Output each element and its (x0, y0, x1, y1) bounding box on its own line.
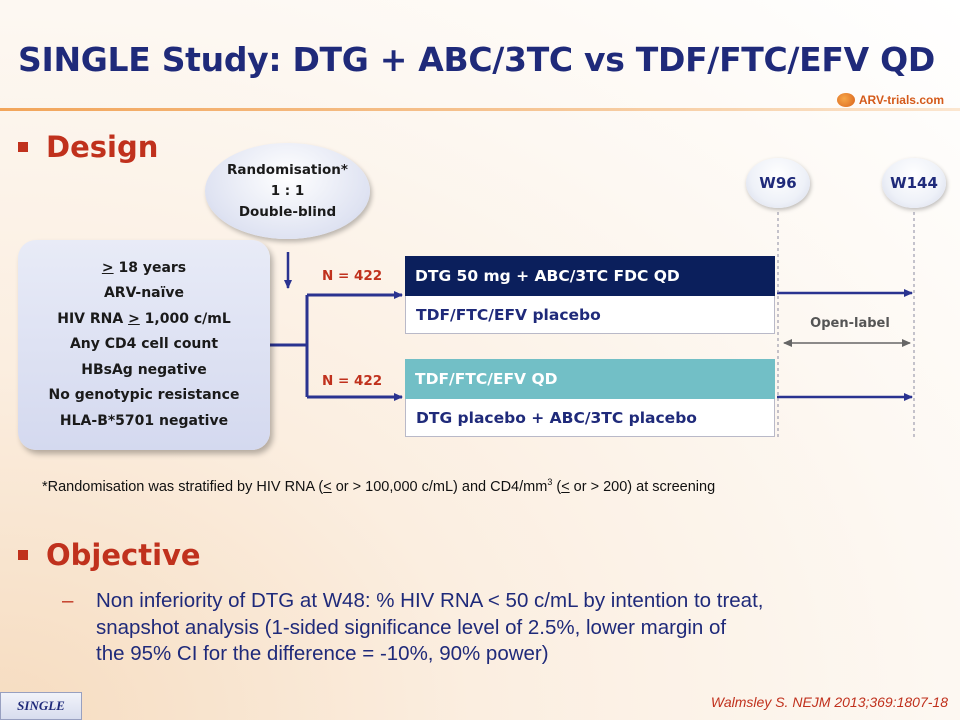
arm2-box: TDF/FTC/EFV QD DTG placebo + ABC/3TC pla… (405, 359, 775, 437)
inclusion-criteria-box: > 18 years ARV-naïve HIV RNA > 1,000 c/m… (18, 240, 270, 450)
criterion-age: > 18 years (101, 259, 187, 276)
randomisation-ellipse: Randomisation* 1 : 1 Double-blind (205, 143, 370, 239)
square-bullet-icon (18, 142, 28, 152)
design-heading: Design (18, 130, 158, 164)
logo-text: ARV-trials.com (858, 93, 944, 107)
criterion-hbsag: HBsAg negative (81, 361, 207, 378)
arm1-box: DTG 50 mg + ABC/3TC FDC QD TDF/FTC/EFV p… (405, 256, 775, 334)
arm2-regimen: TDF/FTC/EFV QD (405, 359, 775, 399)
objective-line-1: Non inferiority of DTG at W48: % HIV RNA… (96, 589, 764, 612)
square-bullet-icon (18, 550, 28, 560)
randomisation-line-1: Randomisation* (227, 161, 348, 178)
criterion-resistance: No genotypic resistance (48, 387, 240, 404)
study-tag: SINGLE (0, 692, 82, 720)
criterion-cd4: Any CD4 cell count (69, 336, 219, 353)
objective-text: Non inferiority of DTG at W48: % HIV RNA… (96, 588, 916, 668)
randomisation-line-2: 1 : 1 (270, 182, 305, 199)
arm1-placebo: TDF/FTC/EFV placebo (405, 296, 775, 334)
randomisation-line-3: Double-blind (238, 203, 337, 220)
title-divider (0, 108, 960, 111)
dash-bullet: – (62, 589, 74, 612)
slide-title: SINGLE Study: DTG + ABC/3TC vs TDF/FTC/E… (18, 40, 935, 79)
objective-label: Objective (46, 538, 201, 572)
logo-icon (836, 93, 855, 107)
objective-heading: Objective (18, 538, 201, 572)
criterion-arv-naive: ARV-naïve (103, 285, 185, 302)
arm1-regimen: DTG 50 mg + ABC/3TC FDC QD (405, 256, 775, 296)
arv-trials-logo: ARV-trials.com (836, 93, 944, 107)
arm1-n-label: N = 422 (322, 268, 383, 284)
criterion-hla: HLA-B*5701 negative (59, 412, 229, 429)
arm2-n-label: N = 422 (322, 373, 383, 389)
criterion-hiv-rna: HIV RNA > 1,000 c/mL (57, 310, 231, 327)
objective-line-3: the 95% CI for the difference = -10%, 90… (96, 642, 549, 665)
design-label: Design (46, 130, 159, 164)
timepoint-w96: W96 (746, 158, 810, 208)
citation: Walmsley S. NEJM 2013;369:1807-18 (710, 694, 948, 710)
timepoint-w144: W144 (882, 158, 946, 208)
randomisation-footnote: *Randomisation was stratified by HIV RNA… (42, 477, 716, 495)
open-label-text: Open-label (810, 316, 890, 331)
objective-item: – Non inferiority of DTG at W48: % HIV R… (62, 588, 916, 668)
objective-line-2: snapshot analysis (1-sided significance … (96, 615, 727, 639)
arm2-placebo: DTG placebo + ABC/3TC placebo (405, 399, 775, 437)
